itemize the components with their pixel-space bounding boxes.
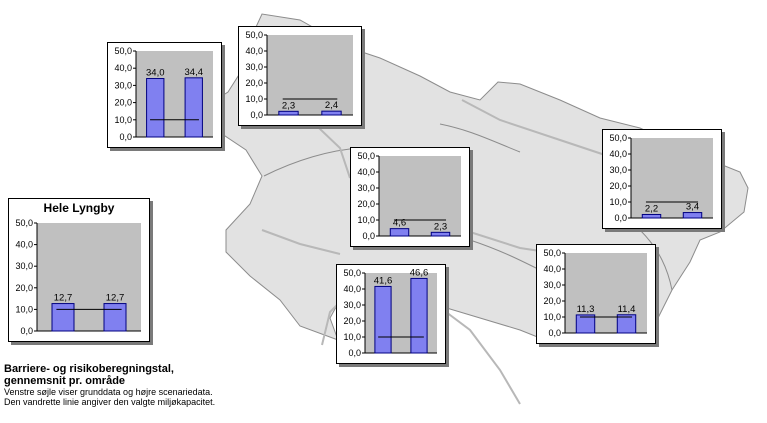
chart-box-area-east: 0,0 10,0 20,0 30,0 40,0 50,0 2,2 3,4 (602, 129, 722, 229)
chart-box-area-south: 0,0 10,0 20,0 30,0 40,0 50,0 41,6 46,6 (336, 264, 446, 364)
bar (146, 78, 165, 138)
bar-value-label: 34,4 (185, 67, 204, 78)
chart-box-area-northwest: 0,0 10,0 20,0 30,0 40,0 50,0 34,0 34,4 (107, 42, 222, 148)
y-tick-label: 50,0 (15, 218, 33, 228)
bar (430, 231, 451, 237)
y-tick-label: 0,0 (548, 328, 561, 338)
y-tick-label: 40,0 (609, 149, 627, 159)
y-tick-label: 0,0 (119, 132, 132, 142)
bar-value-label: 34,0 (146, 68, 165, 79)
bar-value-label: 2,4 (325, 100, 338, 111)
y-tick-label: 20,0 (245, 78, 263, 88)
area-bar-chart: 0,0 10,0 20,0 30,0 40,0 50,0 4,6 2,3 (357, 151, 461, 241)
y-tick-label: 30,0 (543, 280, 561, 290)
bar (51, 303, 75, 332)
bar-value-label: 2,3 (434, 221, 447, 232)
map-district-border (639, 229, 673, 291)
chart-box-hele-lyngby: Hele Lyngby 0,0 10,0 20,0 30,0 40,0 50,0 12,7 1… (8, 198, 150, 342)
bar (184, 77, 203, 138)
y-tick-label: 50,0 (609, 133, 627, 143)
caption-heading-line-2: gennemsnit pr. område (4, 375, 126, 387)
y-tick-label: 20,0 (609, 181, 627, 191)
y-tick-label: 20,0 (15, 283, 33, 293)
y-tick-label: 40,0 (15, 240, 33, 250)
y-tick-label: 10,0 (114, 115, 132, 125)
y-tick-label: 30,0 (245, 62, 263, 72)
y-tick-label: 10,0 (357, 215, 375, 225)
chart-box-area-center: 0,0 10,0 20,0 30,0 40,0 50,0 4,6 2,3 (350, 147, 470, 247)
y-tick-label: 40,0 (114, 63, 132, 73)
y-tick-label: 40,0 (543, 264, 561, 274)
area-bar-chart: 0,0 10,0 20,0 30,0 40,0 50,0 34,0 34,4 (114, 46, 213, 142)
y-tick-label: 30,0 (609, 165, 627, 175)
caption-heading-line-1: Barriere- og risikoberegningstal, (4, 363, 174, 375)
y-tick-label: 50,0 (343, 268, 361, 278)
y-tick-label: 0,0 (250, 110, 263, 120)
y-tick-label: 30,0 (343, 300, 361, 310)
area-bar-chart: 0,0 10,0 20,0 30,0 40,0 50,0 2,2 3,4 (609, 133, 713, 223)
map-caption: Barriere- og risikoberegningstal, gennem… (4, 363, 215, 407)
area-bar-chart: 0,0 10,0 20,0 30,0 40,0 50,0 12,7 12,7 (15, 218, 141, 336)
bar (575, 314, 596, 334)
y-tick-label: 20,0 (357, 199, 375, 209)
area-bar-chart: 0,0 10,0 20,0 30,0 40,0 50,0 41,6 46,6 (343, 267, 437, 358)
bar-value-label: 12,7 (54, 293, 73, 304)
bar-value-label: 11,4 (618, 304, 636, 315)
bar (103, 303, 127, 332)
y-tick-label: 10,0 (245, 94, 263, 104)
y-tick-label: 40,0 (357, 167, 375, 177)
chart-box-area-north: 0,0 10,0 20,0 30,0 40,0 50,0 2,3 2,4 (238, 26, 362, 126)
bar (641, 213, 662, 219)
plot-area (267, 35, 353, 115)
bar-value-label: 2,3 (282, 100, 295, 111)
y-tick-label: 50,0 (114, 46, 132, 56)
y-tick-label: 30,0 (114, 80, 132, 90)
y-tick-label: 50,0 (543, 248, 561, 258)
y-tick-label: 0,0 (614, 213, 627, 223)
y-tick-label: 0,0 (20, 326, 33, 336)
plot-area (379, 156, 461, 236)
area-bar-chart: 0,0 10,0 20,0 30,0 40,0 50,0 2,3 2,4 (245, 30, 353, 120)
bar-value-label: 41,6 (374, 275, 393, 286)
y-tick-label: 50,0 (245, 30, 263, 40)
bar (389, 228, 410, 237)
plot-area (631, 138, 713, 218)
map-road (429, 299, 521, 405)
bar-value-label: 3,4 (686, 202, 699, 213)
bar (616, 314, 637, 334)
caption-note-line-2: Den vandrette linie angiver den valgte m… (4, 397, 216, 407)
bar-value-label: 12,7 (106, 293, 125, 304)
bar (682, 212, 703, 219)
y-tick-label: 0,0 (348, 348, 361, 358)
chart-box-area-southeast: 0,0 10,0 20,0 30,0 40,0 50,0 11,3 11,4 (536, 244, 656, 344)
area-bar-chart: 0,0 10,0 20,0 30,0 40,0 50,0 11,3 11,4 (543, 248, 647, 338)
bar-value-label: 11,3 (577, 304, 595, 315)
caption-note-line-1: Venstre søjle viser grunddata og højre s… (4, 387, 213, 397)
y-tick-label: 0,0 (362, 231, 375, 241)
bar-value-label: 4,6 (393, 218, 406, 229)
bar-value-label: 2,2 (645, 203, 658, 214)
y-tick-label: 10,0 (609, 197, 627, 207)
y-tick-label: 20,0 (343, 316, 361, 326)
map-district-border (469, 239, 541, 271)
y-tick-label: 30,0 (357, 183, 375, 193)
chart-title: Hele Lyngby (43, 201, 115, 215)
bar (321, 110, 342, 116)
y-tick-label: 40,0 (245, 46, 263, 56)
bar (374, 285, 392, 354)
y-tick-label: 20,0 (543, 296, 561, 306)
bar (410, 277, 428, 354)
y-tick-label: 10,0 (15, 304, 33, 314)
y-tick-label: 30,0 (15, 261, 33, 271)
map-road (261, 229, 341, 255)
bar (278, 110, 299, 116)
y-tick-label: 50,0 (357, 151, 375, 161)
bar-value-label: 46,6 (410, 267, 429, 278)
y-tick-label: 10,0 (543, 312, 561, 322)
y-tick-label: 10,0 (343, 332, 361, 342)
y-tick-label: 40,0 (343, 284, 361, 294)
map-district-border (439, 123, 521, 153)
y-tick-label: 20,0 (114, 98, 132, 108)
